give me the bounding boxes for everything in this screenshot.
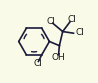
Text: OH: OH (52, 53, 65, 62)
Text: Cl: Cl (46, 17, 55, 26)
Text: Cl: Cl (76, 28, 85, 37)
Text: Cl: Cl (68, 15, 77, 24)
Text: Cl: Cl (34, 59, 43, 68)
